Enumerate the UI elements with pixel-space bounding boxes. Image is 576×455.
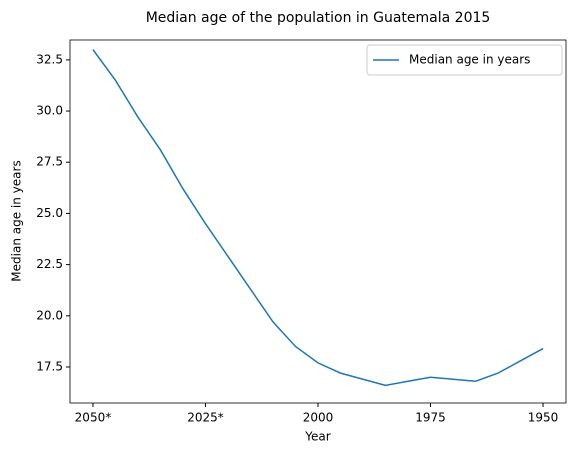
y-tick-label: 22.5: [36, 257, 63, 271]
line-series: [92, 49, 544, 387]
y-tick-label: 30.0: [36, 104, 63, 118]
x-tick-label: 2025*: [187, 411, 224, 425]
y-tick-label: 27.5: [36, 155, 63, 169]
chart-title: Median age of the population in Guatemal…: [146, 10, 491, 26]
x-tick-label: 1975: [415, 411, 446, 425]
x-tick-label: 2050*: [75, 411, 112, 425]
x-tick-label: 2000: [303, 411, 334, 425]
legend-label: Median age in years: [409, 53, 530, 67]
legend-box: [366, 44, 563, 76]
y-tick-label: 25.0: [36, 206, 63, 220]
plot-frame: [69, 39, 567, 404]
y-tick-label: 20.0: [36, 308, 63, 322]
y-axis-label: Median age in years: [10, 160, 24, 281]
x-tick-label: 1950: [528, 411, 559, 425]
x-axis-label: Year: [304, 430, 330, 444]
y-tick-label: 32.5: [36, 52, 63, 66]
y-tick-label: 17.5: [36, 359, 63, 373]
